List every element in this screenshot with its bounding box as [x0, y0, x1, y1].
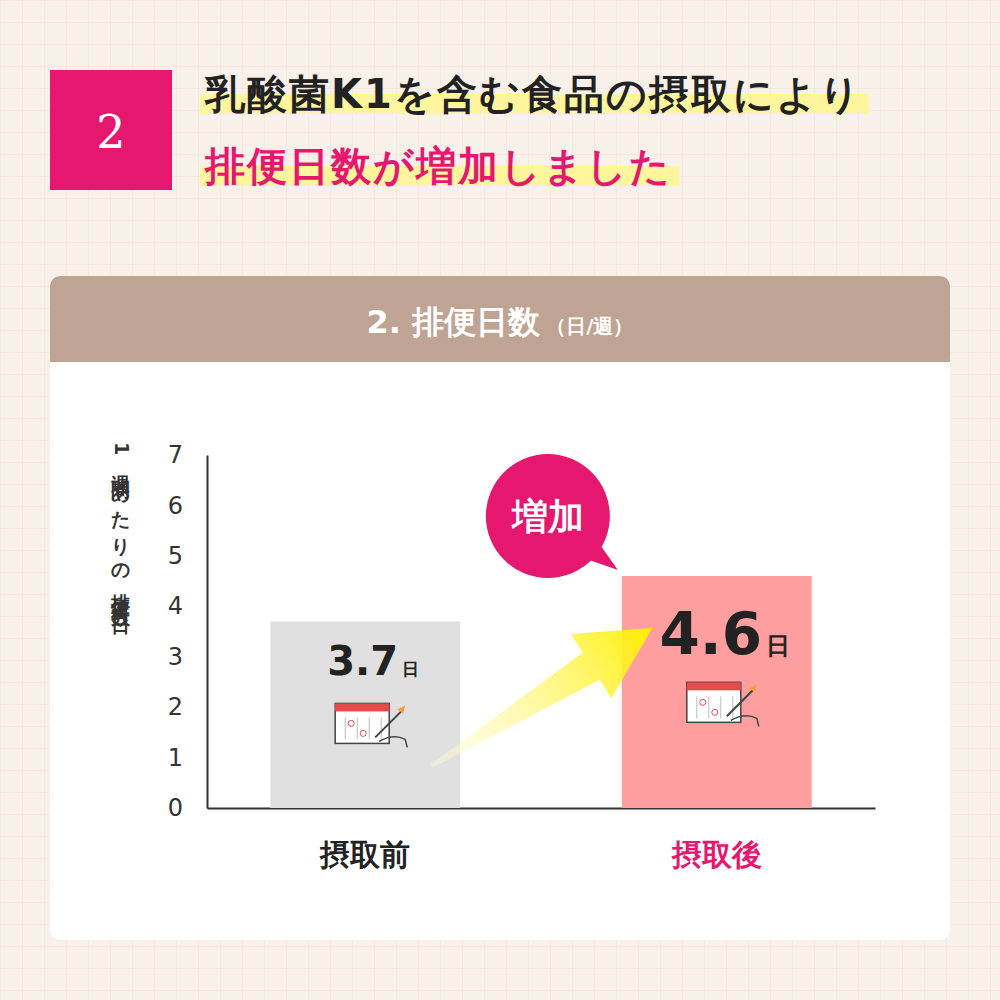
arrow: [431, 628, 653, 768]
badge-number: 2: [96, 105, 125, 159]
annotation-text: 増加: [510, 496, 584, 537]
bars: [270, 576, 811, 808]
y-tick-label: 5: [168, 542, 183, 570]
bar: [270, 621, 460, 808]
page: 2 乳酸菌K1を含む食品の摂取により排便日数が増加しました 2. 排便日数（日/週）…: [0, 0, 1000, 1000]
heading-text: 乳酸菌K1を含む食品の摂取により: [204, 71, 862, 117]
y-tick: 3: [168, 643, 207, 671]
heading-line: 排便日数が増加しました: [200, 143, 679, 189]
y-tick-label: 1: [168, 744, 183, 772]
y-tick: 4: [168, 592, 207, 620]
chart-title: 2. 排便日数（日/週）: [367, 303, 634, 341]
x-tick-label: 摂取前: [319, 837, 410, 872]
x-tick-label: 摂取後: [671, 837, 762, 872]
y-tick: 2: [168, 693, 207, 721]
x-tick: 摂取後: [671, 808, 762, 872]
panel: [50, 276, 950, 940]
annotation-bubble: [486, 454, 618, 578]
y-tick: 6: [168, 492, 207, 520]
background: [0, 0, 1000, 1000]
y-tick-label: 4: [168, 592, 183, 620]
data-label: 4.6日: [659, 600, 790, 668]
y-tick: 1: [168, 744, 207, 772]
y-tick-label: 2: [168, 693, 183, 721]
y-tick-label: 0: [168, 794, 183, 822]
y-tick: 7: [168, 441, 207, 469]
calendar-icon: [335, 703, 407, 747]
y-tick: 0: [168, 794, 207, 822]
panel-header: [50, 276, 950, 362]
y-tick: 5: [168, 542, 207, 570]
title-main: 2. 排便日数: [367, 303, 542, 341]
heading-line: 乳酸菌K1を含む食品の摂取により: [200, 71, 869, 117]
y-tick-label: 6: [168, 492, 183, 520]
title-sub: （日/週）: [546, 314, 633, 338]
y-axis: 0 1 2 3 4 5 6 7: [168, 441, 208, 822]
heading-text: 排便日数が増加しました: [203, 143, 672, 189]
bar: [622, 576, 812, 808]
data-label: 3.7日: [327, 638, 419, 684]
calendar-icon: [687, 682, 759, 726]
y-tick-label: 7: [168, 441, 183, 469]
y-tick-label: 3: [168, 643, 183, 671]
x-axis: 摂取前 摂取後: [208, 808, 876, 872]
y-axis-title: 1週間あたりの排便日数（日）: [111, 442, 133, 635]
y-axis-line: [207, 456, 209, 809]
badge: [50, 70, 172, 190]
x-tick: 摂取前: [319, 808, 410, 872]
